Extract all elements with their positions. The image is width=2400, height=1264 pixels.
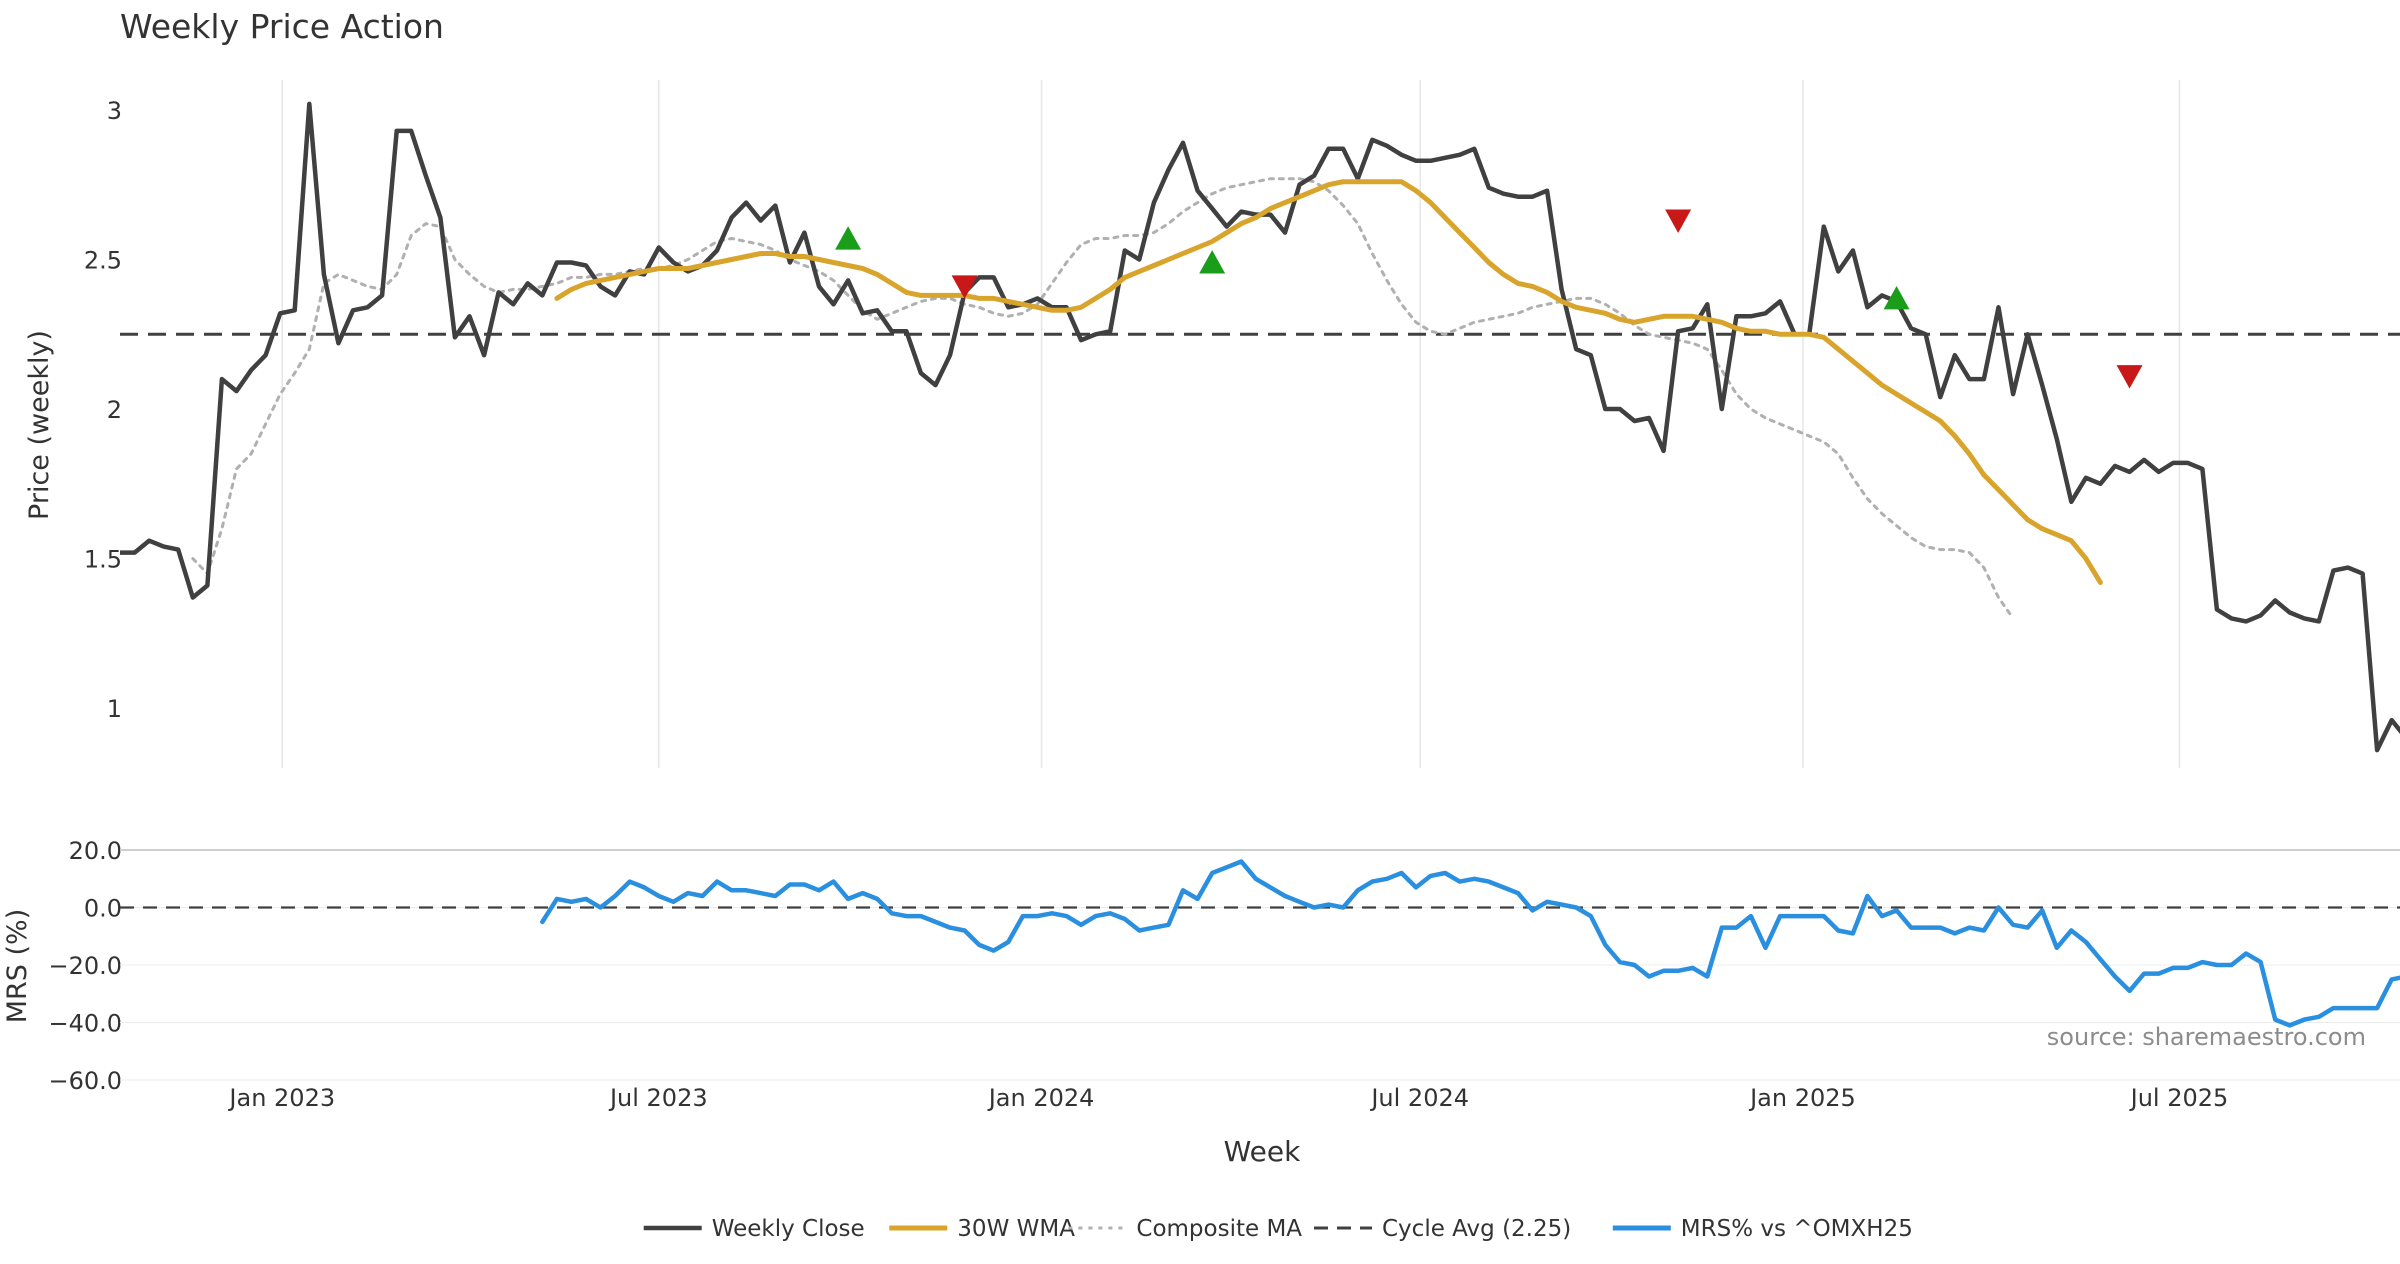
buy-signal-marker [1199,250,1226,274]
sell-signal-marker [1665,209,1692,233]
price-y-tick-label: 1.5 [84,546,122,574]
mrs-gridlines [120,849,2400,1081]
x-axis-label: Week [1224,1135,1301,1168]
series-30w-wma [554,179,2103,585]
price-y-ticks: 1 1.5 2 2.5 3 [84,97,122,723]
mrs-y-tick-label: −40.0 [48,1010,122,1038]
chart-title: Weekly Price Action [120,7,444,46]
source-note: source: sharemaestro.com [2047,1023,2366,1051]
legend-label: Composite MA [1136,1216,1302,1242]
sell-signal-marker [2116,365,2143,389]
series-mrs-vs-omxh25 [540,859,2400,1028]
legend: Weekly Close 30W WMA Composite MA Cycle Avg… [643,1216,1913,1242]
buy-signal-marker [835,226,862,250]
mrs-y-tick-label: −20.0 [48,952,122,980]
series-weekly-close [120,101,2400,753]
price-y-tick-label: 2.5 [84,246,122,274]
legend-label: MRS% vs ^OMXH25 [1681,1216,1913,1242]
mrs-y-tick-label: 20.0 [69,837,122,865]
x-tick-label: Jul 2024 [1369,1084,1469,1112]
x-gridlines [281,80,2181,768]
x-tick-label: Jan 2024 [987,1084,1095,1112]
x-tick-label: Jul 2025 [2129,1084,2229,1112]
mrs-y-tick-label: −60.0 [48,1067,122,1095]
legend-label: Weekly Close [712,1216,865,1242]
x-tick-label: Jul 2023 [608,1084,708,1112]
x-tick-label: Jan 2025 [1748,1084,1856,1112]
series-composite-ma [191,177,2015,620]
legend-label: 30W WMA [957,1216,1075,1242]
mrs-y-axis-label: MRS (%) [2,909,33,1024]
buy-signal-marker [1883,286,1910,310]
price-y-tick-label: 2 [107,396,122,424]
mrs-y-tick-label: 0.0 [84,895,122,923]
price-y-tick-label: 3 [107,97,122,125]
legend-label: Cycle Avg (2.25) [1382,1216,1571,1242]
price-y-axis-label: Price (weekly) [24,330,55,520]
price-y-tick-label: 1 [107,695,122,723]
series-layer [120,101,2400,1028]
signal-markers [835,209,2143,389]
x-tick-label: Jan 2023 [227,1084,335,1112]
sell-signal-marker [951,275,978,299]
x-tick-labels: Jan 2023 Jul 2023 Jan 2024 Jul 2024 Jan 2025… [227,1084,2228,1112]
mrs-y-ticks: 20.0 0.0 −20.0 −40.0 −60.0 [48,837,122,1095]
